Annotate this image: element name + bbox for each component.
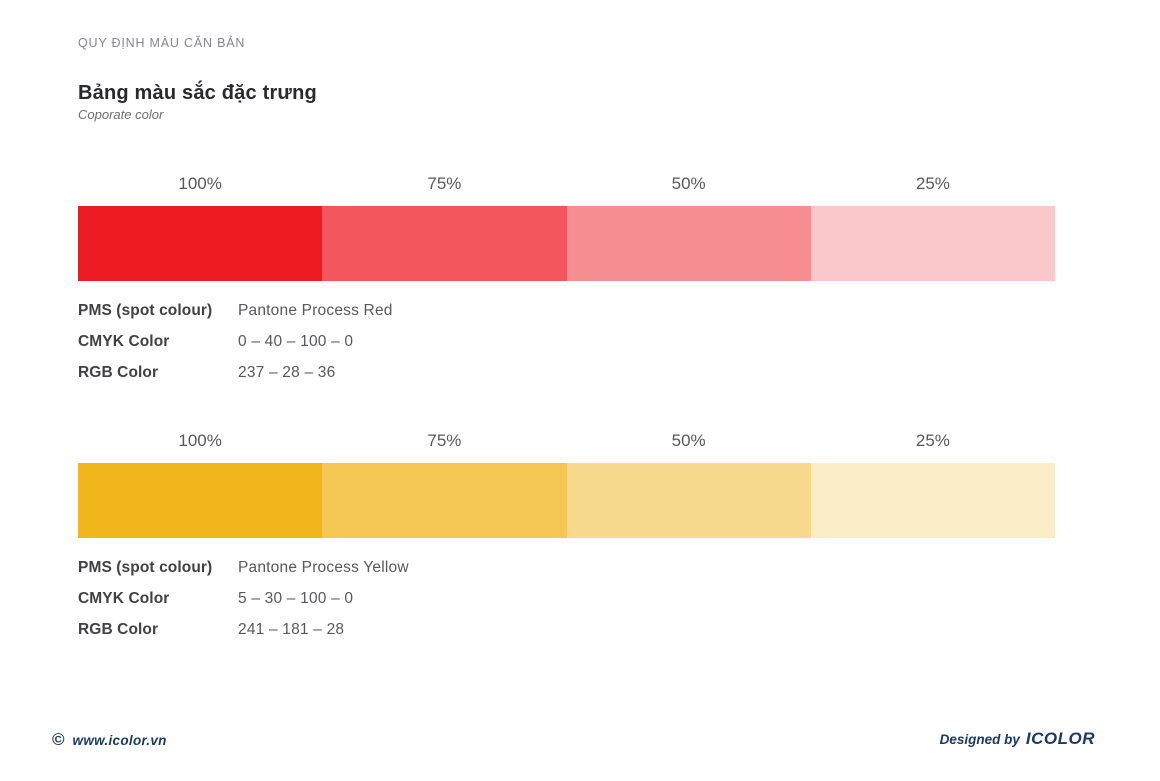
color-swatch-red-100 bbox=[78, 206, 323, 281]
tint-percent-label: 25% bbox=[915, 174, 950, 193]
spec-label: RGB Color bbox=[78, 364, 159, 381]
spec-value: 237 – 28 – 36 bbox=[238, 364, 336, 381]
spec-value: 0 – 40 – 100 – 0 bbox=[238, 333, 354, 350]
color-swatch-yellow-75 bbox=[322, 463, 567, 538]
footer-credit: Designed by ICOLOR bbox=[940, 729, 1095, 749]
color-swatch-yellow-50 bbox=[566, 463, 811, 538]
color-swatch-red-75 bbox=[322, 206, 567, 281]
spec-value: 5 – 30 – 100 – 0 bbox=[238, 590, 354, 607]
tint-labels-row: 100% 75% 50% 25% bbox=[78, 174, 1055, 194]
tint-percent-label: 50% bbox=[671, 431, 706, 450]
tint-percent-label: 75% bbox=[427, 431, 462, 450]
spec-value: Pantone Process Yellow bbox=[238, 559, 409, 576]
spec-label: PMS (spot colour) bbox=[78, 302, 213, 319]
color-swatch-yellow-25 bbox=[810, 463, 1055, 538]
spec-row-rgb: RGB Color 241 – 181 – 28 bbox=[78, 621, 1055, 639]
spec-label: RGB Color bbox=[78, 621, 159, 638]
color-swatch-yellow-100 bbox=[78, 463, 323, 538]
designed-by-label: Designed by bbox=[939, 732, 1020, 747]
spec-value: Pantone Process Red bbox=[238, 302, 393, 319]
footer-website: © www.icolor.vn bbox=[52, 730, 167, 750]
color-swatch-red-50 bbox=[566, 206, 811, 281]
tint-percent-label: 50% bbox=[671, 174, 706, 193]
page-title: Bảng màu sắc đặc trưng bbox=[78, 82, 317, 104]
section-eyebrow: QUY ĐỊNH MÀU CĂN BẢN bbox=[78, 36, 246, 50]
brand-logo-text: ICOLOR bbox=[1025, 729, 1095, 748]
copyright-icon: © bbox=[52, 730, 65, 749]
spec-row-pms: PMS (spot colour) Pantone Process Yellow bbox=[78, 559, 1055, 577]
color-bar-red bbox=[78, 206, 1055, 281]
spec-label: PMS (spot colour) bbox=[78, 559, 213, 576]
spec-row-cmyk: CMYK Color 0 – 40 – 100 – 0 bbox=[78, 333, 1055, 351]
tint-percent-label: 100% bbox=[178, 174, 222, 193]
tint-percent-label: 75% bbox=[427, 174, 462, 193]
swatch-group-yellow: 100% 75% 50% 25% PMS (spot colour) Panto… bbox=[78, 431, 1055, 652]
page-subtitle: Coporate color bbox=[78, 107, 164, 122]
spec-label: CMYK Color bbox=[78, 333, 170, 350]
spec-row-cmyk: CMYK Color 5 – 30 – 100 – 0 bbox=[78, 590, 1055, 608]
color-swatch-red-25 bbox=[810, 206, 1055, 281]
color-bar-yellow bbox=[78, 463, 1055, 538]
spec-label: CMYK Color bbox=[78, 590, 170, 607]
tint-percent-label: 100% bbox=[178, 431, 222, 450]
tint-percent-label: 25% bbox=[915, 431, 950, 450]
color-specs-red: PMS (spot colour) Pantone Process Red CM… bbox=[78, 302, 1055, 382]
website-link[interactable]: www.icolor.vn bbox=[72, 732, 167, 748]
tint-labels-row: 100% 75% 50% 25% bbox=[78, 431, 1055, 451]
spec-value: 241 – 181 – 28 bbox=[238, 621, 345, 638]
spec-row-rgb: RGB Color 237 – 28 – 36 bbox=[78, 364, 1055, 382]
color-specs-yellow: PMS (spot colour) Pantone Process Yellow… bbox=[78, 559, 1055, 639]
swatch-group-red: 100% 75% 50% 25% PMS (spot colour) Panto… bbox=[78, 174, 1055, 395]
spec-row-pms: PMS (spot colour) Pantone Process Red bbox=[78, 302, 1055, 320]
